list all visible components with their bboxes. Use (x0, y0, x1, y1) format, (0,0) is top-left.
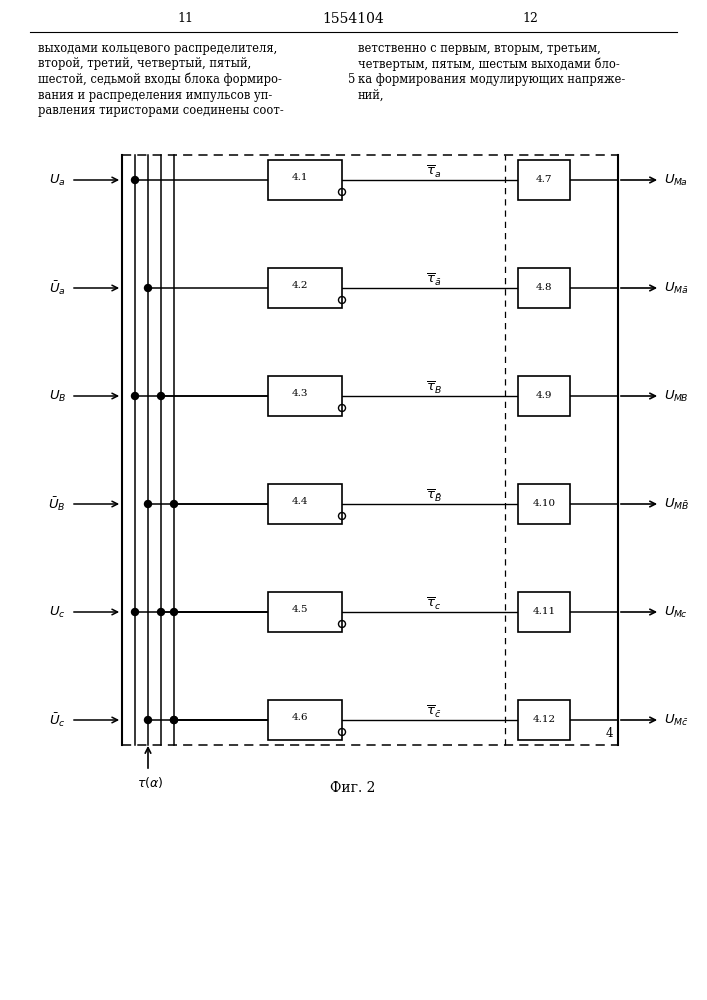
Text: $\overline{\tau}_a$: $\overline{\tau}_a$ (426, 164, 442, 180)
Text: $U_a$: $U_a$ (49, 172, 66, 188)
Text: $U_B$: $U_B$ (49, 388, 66, 404)
Text: второй, третий, четвертый, пятый,: второй, третий, четвертый, пятый, (38, 57, 251, 70)
Circle shape (170, 716, 177, 724)
Text: 4.12: 4.12 (532, 716, 556, 724)
Text: $\bar{U}_B$: $\bar{U}_B$ (48, 495, 66, 513)
Text: 4.2: 4.2 (292, 280, 308, 290)
Text: $\bar{U}_c$: $\bar{U}_c$ (49, 711, 66, 729)
Text: Фиг. 2: Фиг. 2 (330, 781, 375, 795)
Text: $U_{M\!B}$: $U_{M\!B}$ (664, 388, 688, 404)
Text: 1554104: 1554104 (322, 12, 384, 26)
FancyBboxPatch shape (518, 484, 570, 524)
Text: $\overline{\tau}_{\bar{c}}$: $\overline{\tau}_{\bar{c}}$ (426, 704, 442, 720)
Circle shape (132, 608, 139, 615)
FancyBboxPatch shape (518, 160, 570, 200)
FancyBboxPatch shape (268, 700, 342, 740)
Text: $\overline{\tau}_{\bar{a}}$: $\overline{\tau}_{\bar{a}}$ (426, 272, 442, 288)
Text: равления тиристорами соединены соот-: равления тиристорами соединены соот- (38, 104, 284, 117)
Text: 11: 11 (177, 12, 193, 25)
Circle shape (144, 500, 151, 508)
FancyBboxPatch shape (268, 484, 342, 524)
Text: 4.7: 4.7 (536, 176, 552, 184)
FancyBboxPatch shape (518, 700, 570, 740)
Text: $\overline{\tau}_{\bar{B}}$: $\overline{\tau}_{\bar{B}}$ (426, 488, 442, 504)
Text: $\tau(\alpha)$: $\tau(\alpha)$ (136, 775, 163, 790)
Text: $U_{M\bar{c}}$: $U_{M\bar{c}}$ (664, 712, 689, 728)
Text: $U_{M\bar{B}}$: $U_{M\bar{B}}$ (664, 496, 689, 512)
Text: шестой, седьмой входы блока формиро-: шестой, седьмой входы блока формиро- (38, 73, 282, 87)
Circle shape (170, 608, 177, 615)
Text: 5: 5 (348, 73, 356, 86)
Text: 4.6: 4.6 (292, 712, 308, 722)
Text: $U_{M\!c}$: $U_{M\!c}$ (664, 604, 687, 620)
Text: $U_c$: $U_c$ (49, 604, 66, 620)
Circle shape (144, 284, 151, 292)
Text: $\overline{\tau}_c$: $\overline{\tau}_c$ (426, 596, 442, 612)
Text: 4: 4 (605, 727, 613, 740)
Text: вания и распределения импульсов уп-: вания и распределения импульсов уп- (38, 89, 272, 102)
FancyBboxPatch shape (268, 160, 342, 200)
Text: 4.10: 4.10 (532, 499, 556, 508)
Text: четвертым, пятым, шестым выходами бло-: четвертым, пятым, шестым выходами бло- (358, 57, 620, 71)
Text: 4.5: 4.5 (292, 604, 308, 613)
FancyBboxPatch shape (268, 592, 342, 632)
Text: ка формирования модулирующих напряже-: ка формирования модулирующих напряже- (358, 73, 625, 86)
FancyBboxPatch shape (268, 268, 342, 308)
Text: ветственно с первым, вторым, третьим,: ветственно с первым, вторым, третьим, (358, 42, 601, 55)
Text: $U_{M\bar{a}}$: $U_{M\bar{a}}$ (664, 280, 689, 296)
Text: 4.4: 4.4 (292, 496, 308, 506)
Circle shape (144, 716, 151, 724)
Text: 4.3: 4.3 (292, 388, 308, 397)
FancyBboxPatch shape (518, 268, 570, 308)
Text: 12: 12 (522, 12, 538, 25)
Text: ний,: ний, (358, 89, 385, 102)
Circle shape (132, 176, 139, 184)
Circle shape (158, 392, 165, 399)
Circle shape (170, 500, 177, 508)
Text: 4.1: 4.1 (292, 172, 308, 182)
Circle shape (158, 608, 165, 615)
Text: $\overline{\tau}_B$: $\overline{\tau}_B$ (426, 380, 442, 396)
Text: 4.8: 4.8 (536, 284, 552, 292)
Circle shape (132, 392, 139, 399)
Text: 4.11: 4.11 (532, 607, 556, 616)
Text: 4.9: 4.9 (536, 391, 552, 400)
Text: $\bar{U}_a$: $\bar{U}_a$ (49, 279, 66, 297)
FancyBboxPatch shape (518, 592, 570, 632)
Text: $U_{M\!a}$: $U_{M\!a}$ (664, 172, 687, 188)
Text: выходами кольцевого распределителя,: выходами кольцевого распределителя, (38, 42, 277, 55)
FancyBboxPatch shape (268, 376, 342, 416)
FancyBboxPatch shape (518, 376, 570, 416)
Circle shape (170, 716, 177, 724)
